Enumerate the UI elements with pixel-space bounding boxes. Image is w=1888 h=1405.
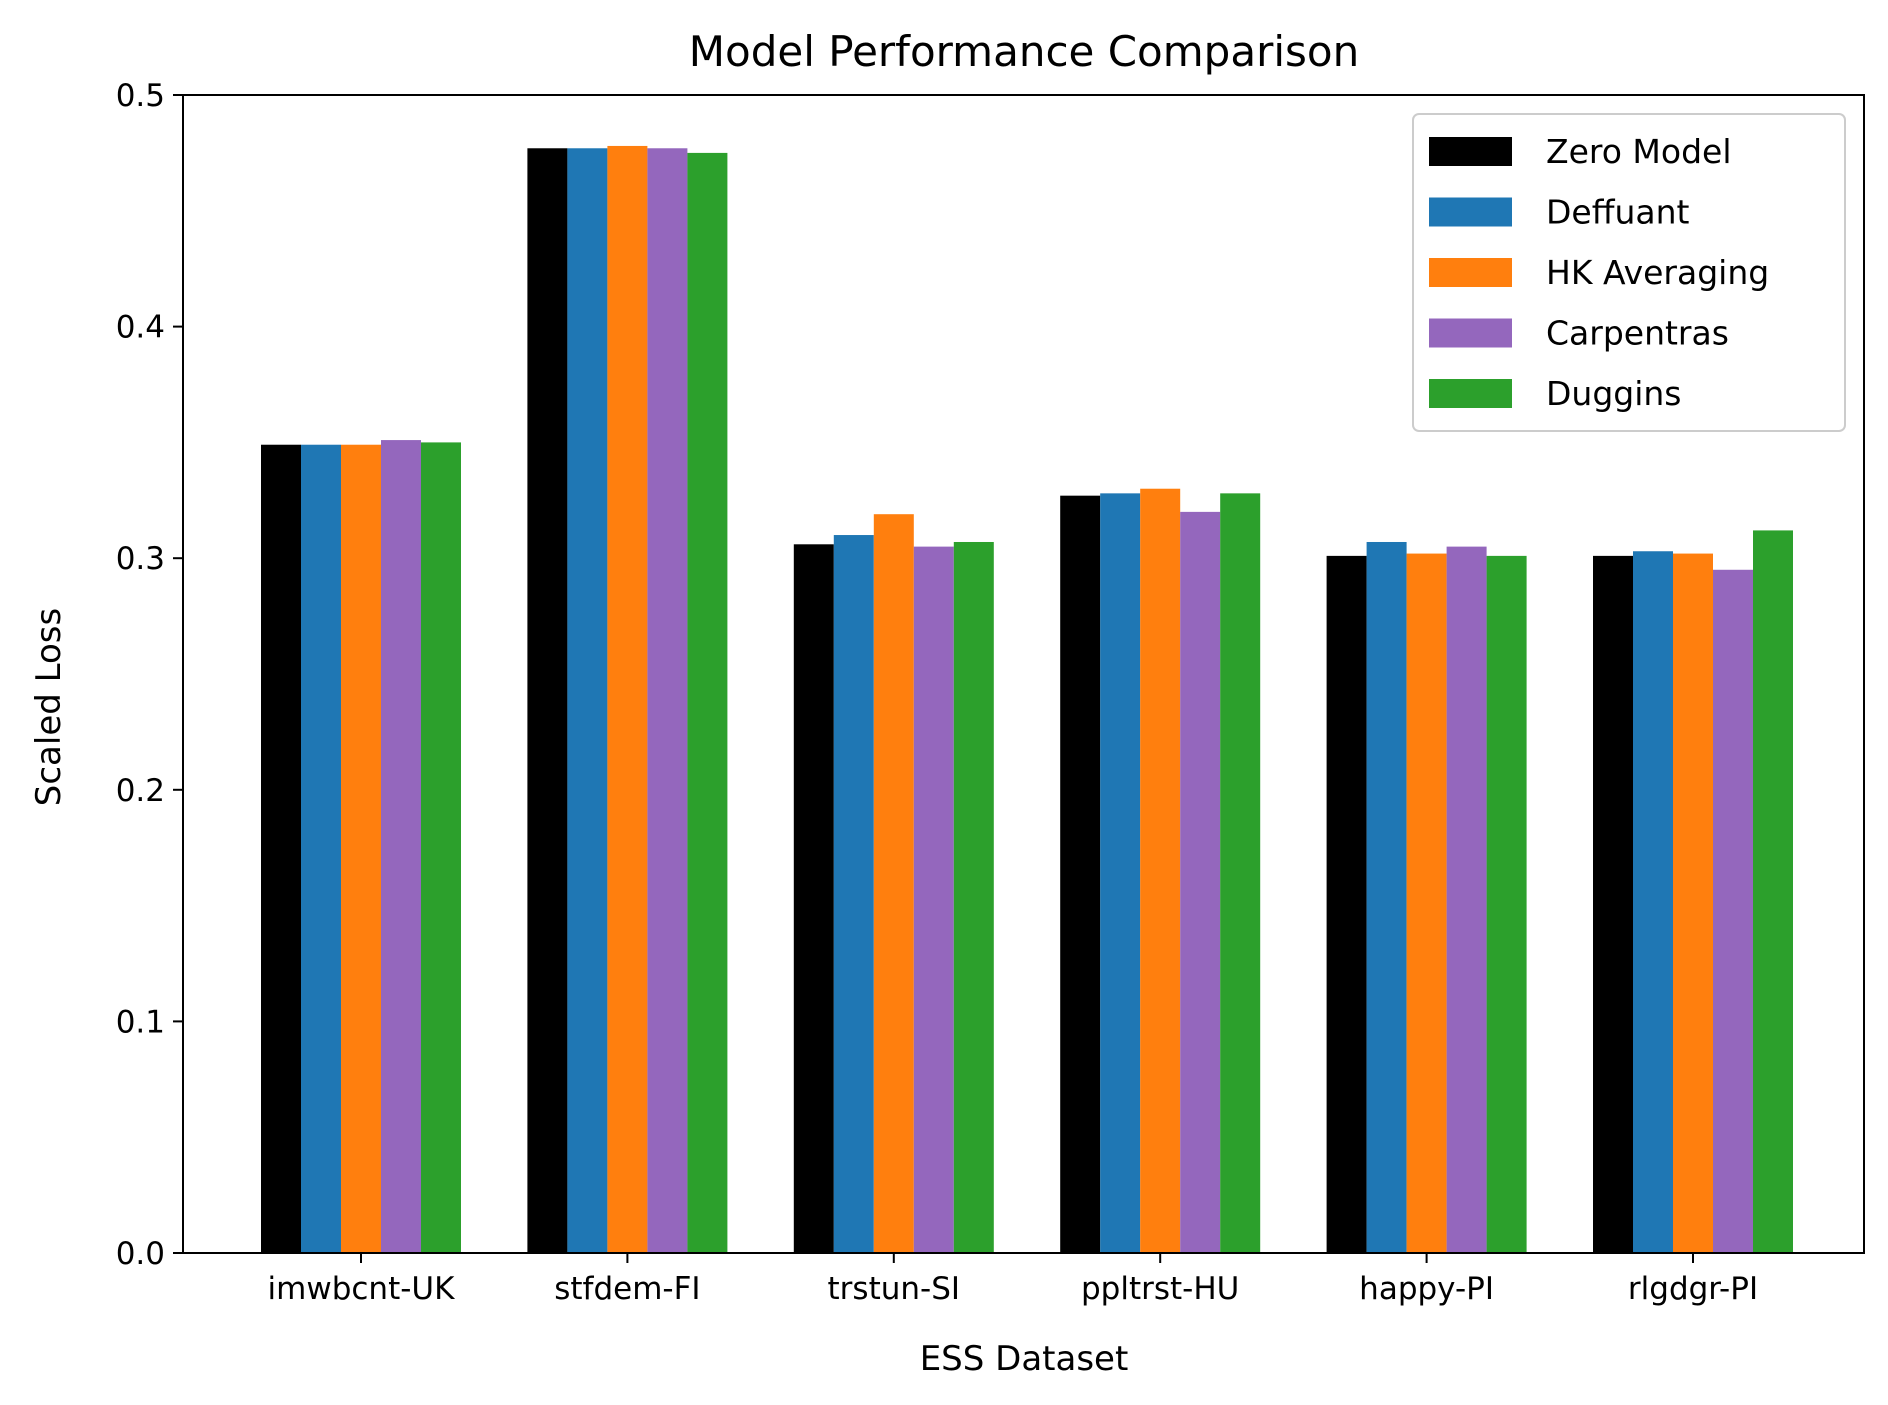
y-tick-label: 0.0 [116, 1236, 165, 1272]
bar-deffuant-ppltrst-hu [1100, 493, 1141, 1254]
y-tick-label: 0.5 [116, 78, 165, 114]
bar-duggins-imwbcnt-uk [421, 442, 461, 1253]
bar-zero-model-happy-pi [1326, 555, 1367, 1253]
legend-label: Carpentras [1546, 314, 1729, 353]
bar-duggins-ppltrst-hu [1220, 493, 1261, 1254]
x-tick-label: stfdem-FI [554, 1271, 700, 1307]
legend-swatch [1429, 258, 1512, 287]
bar-zero-model-stfdem-fi [527, 148, 568, 1253]
legend: Zero Model Deffuant HK Averaging Carpentras… [1412, 113, 1846, 432]
bar-hk-averaging-stfdem-fi [607, 145, 648, 1254]
x-tick-label: ppltrst-HU [1081, 1271, 1239, 1307]
bar-duggins-happy-pi [1486, 555, 1527, 1253]
x-axis-label: ESS Dataset [920, 1339, 1129, 1379]
bar-zero-model-rlgdgr-pi [1593, 555, 1633, 1253]
bar-duggins-trstun-si [953, 541, 994, 1253]
bar-duggins-rlgdgr-pi [1753, 530, 1793, 1253]
legend-swatch [1429, 379, 1512, 408]
bar-carpentras-rlgdgr-pi [1713, 569, 1753, 1253]
bar-zero-model-ppltrst-hu [1060, 495, 1101, 1253]
bar-carpentras-stfdem-fi [647, 148, 688, 1253]
legend-label: Zero Model [1546, 132, 1732, 171]
legend-label: Deffuant [1546, 193, 1690, 232]
legend-label: HK Averaging [1546, 253, 1769, 292]
bar-hk-averaging-trstun-si [873, 514, 914, 1253]
legend-swatch [1429, 197, 1512, 227]
legend-box [1412, 113, 1846, 432]
bar-duggins-stfdem-fi [687, 152, 728, 1253]
bar-hk-averaging-imwbcnt-uk [341, 444, 381, 1254]
x-tick-label: imwbcnt-UK [268, 1271, 456, 1307]
bar-zero-model-imwbcnt-uk [261, 444, 301, 1254]
x-tick-label: happy-PI [1359, 1271, 1494, 1307]
plot-frame [182, 94, 1865, 1254]
legend-label: Duggins [1546, 374, 1682, 413]
y-axis: 0.0 0.1 0.2 0.3 0.4 0.5 [116, 78, 183, 1272]
y-axis-label: Scaled Loss [29, 608, 69, 806]
y-tick-label: 0.4 [116, 310, 165, 346]
bar-deffuant-rlgdgr-pi [1633, 551, 1673, 1253]
chart-title: Model Performance Comparison [689, 27, 1359, 76]
bar-carpentras-happy-pi [1446, 546, 1487, 1253]
bar-deffuant-imwbcnt-uk [301, 444, 341, 1254]
bar-deffuant-trstun-si [833, 535, 874, 1253]
x-axis: imwbcnt-UK stfdem-FI trstun-SI ppltrst-HU ha… [268, 1253, 1758, 1307]
bar-hk-averaging-rlgdgr-pi [1673, 553, 1713, 1253]
bar-deffuant-happy-pi [1366, 541, 1407, 1253]
bar-deffuant-stfdem-fi [567, 148, 608, 1253]
bar-carpentras-ppltrst-hu [1180, 511, 1221, 1253]
bar-zero-model-trstun-si [793, 544, 834, 1253]
bar-hk-averaging-ppltrst-hu [1140, 488, 1181, 1254]
bars-group [261, 145, 1793, 1254]
legend-swatch [1429, 137, 1512, 166]
bar-carpentras-trstun-si [913, 546, 954, 1253]
y-tick-label: 0.3 [116, 541, 165, 577]
x-tick-label: rlgdgr-PI [1628, 1271, 1758, 1307]
y-tick-label: 0.1 [116, 1004, 165, 1040]
y-tick-label: 0.2 [116, 773, 165, 809]
bar-carpentras-imwbcnt-uk [381, 440, 421, 1254]
legend-swatch [1429, 318, 1512, 348]
bar-hk-averaging-happy-pi [1406, 553, 1447, 1253]
x-tick-label: trstun-SI [828, 1271, 961, 1307]
